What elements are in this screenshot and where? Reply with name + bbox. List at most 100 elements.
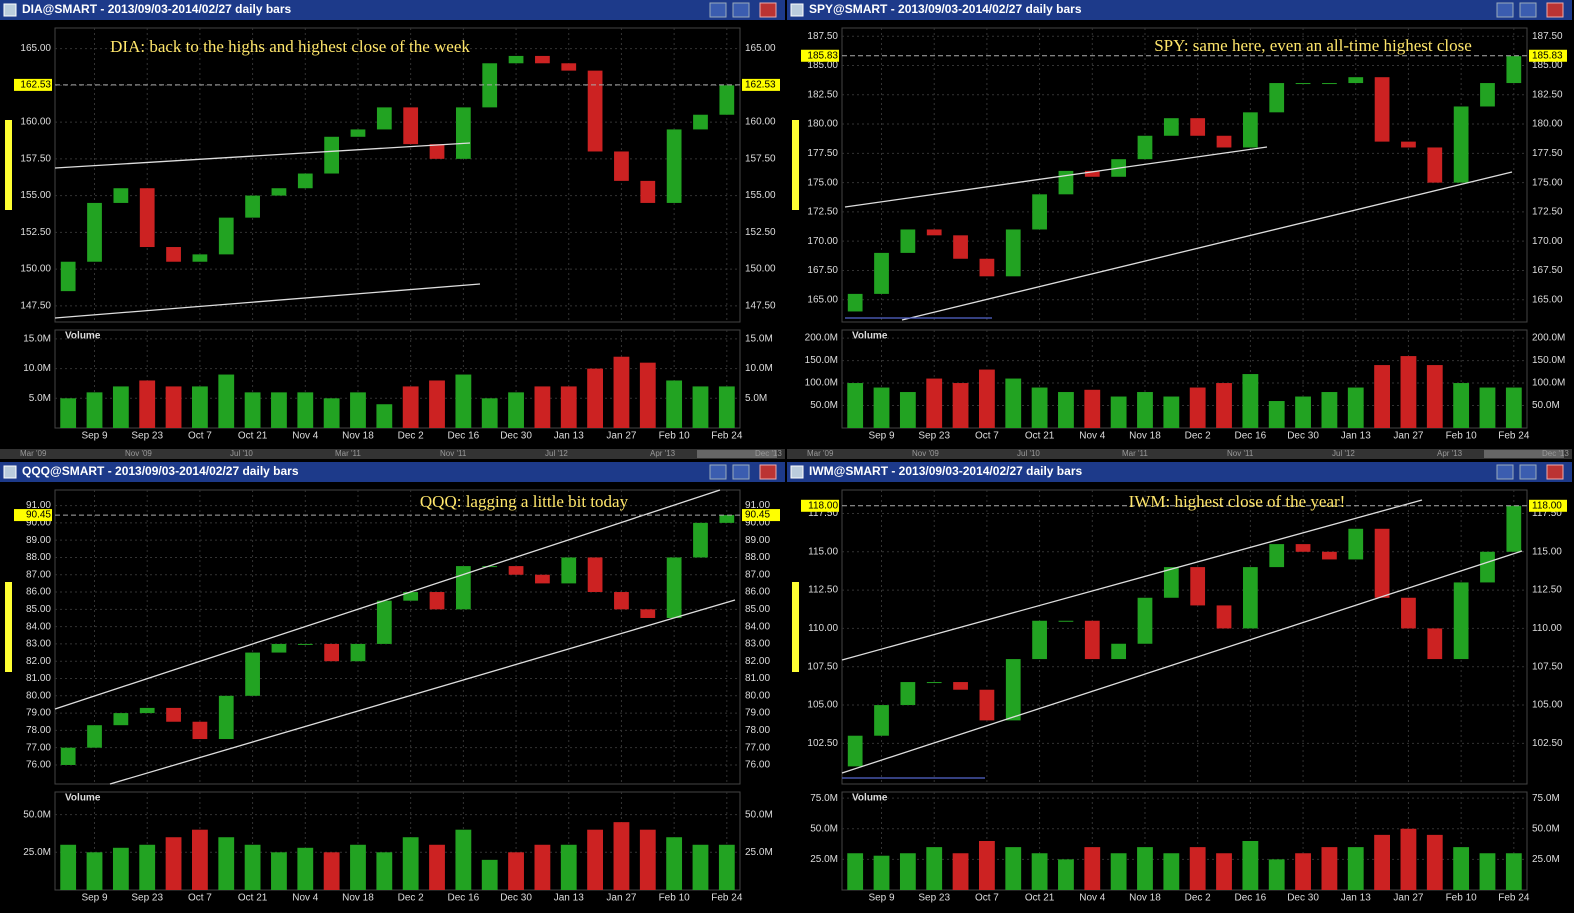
y-tick-label: 117.50 — [808, 508, 838, 519]
y-tick-label: 200.0M — [805, 333, 838, 344]
window-icon — [790, 465, 804, 479]
candle-body — [60, 261, 76, 292]
volume-bar — [666, 380, 683, 428]
maximize-button[interactable] — [732, 2, 750, 18]
volume-bar — [666, 837, 683, 890]
y-tick-label: 102.50 — [807, 738, 838, 749]
y-tick-label: 77.00 — [26, 742, 51, 753]
x-tick-label: Oct 7 — [188, 431, 212, 442]
candle-body — [640, 609, 656, 618]
y-tick-label: 90.00 — [26, 517, 51, 528]
volume-bar — [613, 356, 630, 428]
volume-bar — [60, 398, 77, 428]
y-tick-label: 147.50 — [20, 300, 51, 311]
trend-line — [844, 146, 1268, 208]
scroll-label: Mar '09 — [20, 449, 47, 458]
close-button[interactable] — [759, 464, 777, 480]
scroll-label: Nov '09 — [912, 449, 939, 458]
y-tick-label: 165.00 — [1532, 294, 1563, 305]
close-button[interactable] — [1546, 464, 1564, 480]
scroll-track[interactable] — [787, 449, 1572, 459]
trend-line — [54, 142, 471, 169]
y-tick-label: 167.50 — [807, 265, 838, 276]
y-tick-label: 75.0M — [1532, 793, 1560, 804]
y-tick-label: 117.50 — [1532, 508, 1562, 519]
volume-bar — [323, 398, 340, 428]
candle-body — [1348, 528, 1364, 560]
scroll-label: Nov '09 — [125, 449, 152, 458]
y-tick-label: 150.00 — [20, 264, 51, 275]
plot-frame — [841, 329, 1528, 429]
candle-body — [60, 747, 76, 765]
volume-bar — [1137, 392, 1153, 428]
volume-label: Volume — [852, 793, 888, 804]
y-tick-label: 187.50 — [1532, 31, 1563, 42]
last-price-box — [1529, 499, 1567, 512]
y-tick-label: 180.00 — [807, 119, 838, 130]
y-tick-label: 82.00 — [745, 656, 770, 667]
last-price-label: 185.83 — [1532, 50, 1563, 61]
maximize-button[interactable] — [1519, 464, 1537, 480]
volume-bar — [1163, 853, 1180, 890]
chart-window: DIA@SMART - 2013/09/03-2014/02/27 daily … — [0, 0, 785, 460]
volume-bar — [165, 837, 182, 890]
candle-body — [482, 566, 498, 568]
scroll-label: Jul '10 — [1017, 449, 1040, 458]
volume-bar — [1189, 387, 1206, 428]
title-bar — [0, 462, 785, 482]
candle-body — [1190, 118, 1206, 136]
y-tick-label: 150.00 — [745, 264, 776, 275]
candle-body — [587, 70, 603, 152]
maximize-button[interactable] — [1519, 2, 1537, 18]
y-tick-label: 172.50 — [1532, 207, 1563, 218]
minimize-button[interactable] — [709, 2, 727, 18]
y-tick-label: 76.00 — [745, 760, 770, 771]
volume-bar — [952, 853, 969, 890]
y-tick-label: 115.00 — [808, 546, 838, 557]
volume-bar — [271, 852, 287, 890]
plot-frame — [54, 27, 741, 323]
scroll-label: Mar '09 — [807, 449, 834, 458]
last-price-box — [742, 78, 780, 91]
trend-line — [841, 499, 1423, 661]
scroll-thumb[interactable] — [1484, 450, 1564, 458]
scroll-label: Nov '11 — [440, 449, 467, 458]
y-tick-label: 105.00 — [1532, 700, 1563, 711]
x-tick-label: Oct 7 — [188, 893, 212, 904]
minimize-button[interactable] — [1496, 464, 1514, 480]
scroll-thumb[interactable] — [697, 450, 777, 458]
candle-body — [324, 136, 340, 174]
candle-body — [403, 107, 419, 145]
candle-body — [350, 129, 366, 137]
candle-body — [1295, 544, 1311, 552]
volume-bar — [952, 383, 969, 428]
candle-body — [1032, 194, 1047, 230]
volume-bar — [1400, 356, 1417, 428]
volume-bar — [1058, 392, 1074, 428]
close-button[interactable] — [759, 2, 777, 18]
maximize-button[interactable] — [732, 464, 750, 480]
trend-line — [109, 599, 736, 785]
x-tick-label: Dec 16 — [448, 431, 480, 442]
candle-body — [297, 643, 313, 645]
volume-bar — [244, 392, 261, 428]
volume-bar — [560, 844, 577, 890]
x-tick-label: Jan 27 — [1393, 431, 1423, 442]
x-tick-label: Feb 24 — [1498, 431, 1530, 442]
candle-body — [245, 652, 260, 696]
candle-body — [1137, 135, 1153, 160]
minimize-button[interactable] — [709, 464, 727, 480]
plot-frame — [54, 791, 741, 891]
volume-bar — [1295, 853, 1311, 890]
scroll-track[interactable] — [0, 449, 785, 459]
volume-bar — [1031, 853, 1048, 890]
last-price-label: 185.83 — [807, 50, 838, 61]
candle-body — [1269, 544, 1285, 568]
candle-body — [1427, 628, 1443, 660]
minimize-button[interactable] — [1496, 2, 1514, 18]
volume-bar — [481, 859, 498, 890]
volume-bar — [587, 368, 603, 428]
volume-bar — [613, 822, 630, 890]
close-button[interactable] — [1546, 2, 1564, 18]
